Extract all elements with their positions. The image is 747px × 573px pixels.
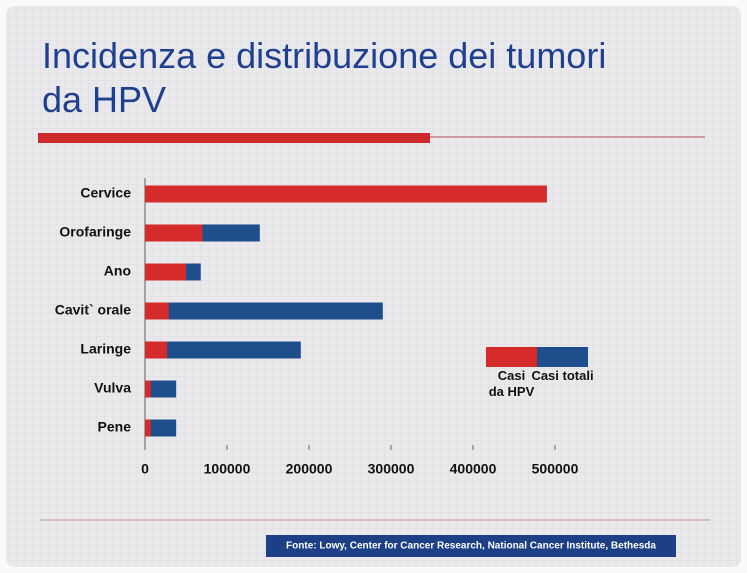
bar (145, 264, 186, 281)
x-tick-label: 100000 (204, 461, 251, 477)
y-tick-label: Vulva (94, 380, 131, 396)
bar (145, 303, 383, 320)
bar (145, 420, 151, 437)
y-tick-label: Orofaringe (59, 224, 131, 240)
x-tick-label: 400000 (450, 461, 497, 477)
x-tick-label: 500000 (532, 461, 579, 477)
bar (145, 342, 167, 359)
y-tick-label: Laringe (80, 341, 131, 357)
legend-swatch (486, 347, 537, 367)
y-tick-label: Pene (98, 419, 132, 435)
x-tick-label: 200000 (286, 461, 333, 477)
x-tick-label: 0 (141, 461, 149, 477)
chart: Incidenza e distribuzione dei tumorida H… (0, 0, 747, 573)
bar (145, 303, 169, 320)
bar (145, 186, 547, 203)
title-underline (38, 133, 430, 143)
y-tick-label: Ano (104, 263, 131, 279)
x-tick-label: 300000 (368, 461, 415, 477)
bar (145, 225, 202, 242)
source: Fonte: Lowy, Center for Cancer Research,… (286, 541, 656, 552)
page: Incidenza e distribuzione dei tumorida H… (0, 0, 747, 573)
bar (145, 381, 151, 398)
y-tick-label: Cavit` orale (55, 302, 131, 318)
legend-swatch (537, 347, 588, 367)
legend-label: Casi totali (531, 368, 594, 384)
bar (145, 342, 301, 359)
y-tick-label: Cervice (80, 185, 131, 201)
